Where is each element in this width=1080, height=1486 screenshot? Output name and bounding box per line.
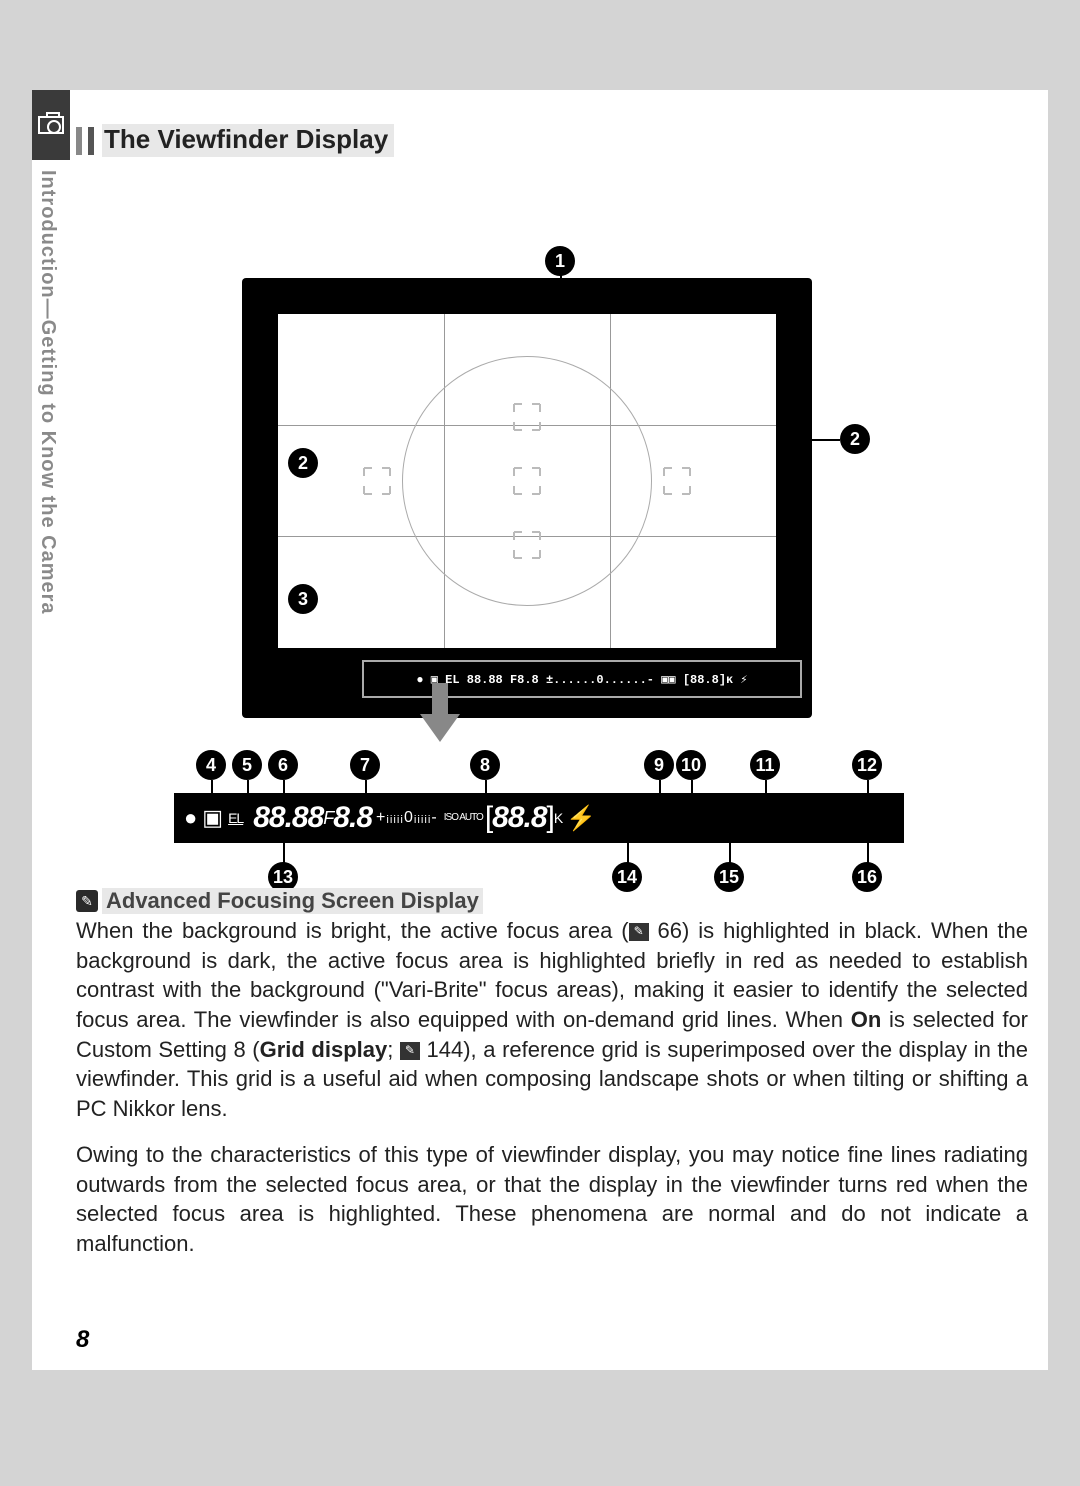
lcd-strip-small: ● ▣ EL 88.88 F8.8 ±......0......- ▣▣ [88… — [362, 660, 802, 698]
callout-11: 11 — [750, 750, 780, 780]
metering-icon: ▣ — [202, 805, 222, 831]
section-heading-row: ✎ Advanced Focusing Screen Display — [76, 888, 483, 914]
focus-dot: ● — [184, 805, 196, 831]
leader-line — [627, 843, 629, 863]
callout-12: 12 — [852, 750, 882, 780]
camera-icon — [38, 116, 64, 134]
leader-line — [729, 843, 731, 863]
sidebar-chapter-label: Introduction—Getting to Know the Camera — [36, 170, 59, 615]
body-paragraph-1: When the background is bright, the activ… — [76, 916, 1028, 1124]
callout-10: 10 — [676, 750, 706, 780]
callout-15: 15 — [714, 862, 744, 892]
focus-bracket — [510, 402, 544, 432]
bold-on: On — [851, 1007, 882, 1032]
focus-bracket — [660, 466, 694, 496]
f-label: F — [323, 808, 333, 829]
page-number: 8 — [76, 1326, 89, 1354]
callout-2: 2 — [840, 424, 870, 454]
callout-14: 14 — [612, 862, 642, 892]
manual-page: Introduction—Getting to Know the Camera … — [32, 90, 1048, 1370]
leader-line — [867, 843, 869, 863]
bold-grid-display: Grid display — [260, 1037, 388, 1062]
iso-auto-label: ISO AUTO — [444, 813, 483, 823]
title-accent-2 — [88, 127, 94, 155]
xref-icon: ✎ — [400, 1042, 420, 1060]
exposure-scale: +ᵢᵢᵢᵢᵢ0ᵢᵢᵢᵢᵢ- — [376, 809, 438, 827]
callout-8: 8 — [470, 750, 500, 780]
bracket: ] — [547, 801, 554, 835]
xref-icon: ✎ — [629, 923, 649, 941]
focus-bracket — [360, 466, 394, 496]
body-paragraph-2: Owing to the characteristics of this typ… — [76, 1140, 1028, 1259]
focus-bracket — [510, 530, 544, 560]
callout-5: 5 — [232, 750, 262, 780]
callout-1: 1 — [545, 246, 575, 276]
page-title: The Viewfinder Display — [102, 124, 394, 157]
note-icon: ✎ — [76, 890, 98, 912]
callout-7: 7 — [350, 750, 380, 780]
aperture-display: 8.8 — [333, 801, 372, 835]
section-heading: Advanced Focusing Screen Display — [102, 888, 483, 914]
callout-2: 2 — [288, 448, 318, 478]
sidebar-tab — [32, 90, 70, 160]
bracket: [ — [485, 801, 492, 835]
leader-line — [283, 843, 285, 863]
viewfinder-diagram: ● ▣ EL 88.88 F8.8 ±......0......- ▣▣ [88… — [152, 168, 922, 888]
count-display: 88.8 — [492, 801, 546, 835]
k-label: K — [554, 810, 562, 826]
enlarge-arrow-head — [420, 714, 460, 742]
focus-bracket — [510, 466, 544, 496]
lcd-strip-large: ● ▣ EL 88.88 F 8.8 +ᵢᵢᵢᵢᵢ0ᵢᵢᵢᵢᵢ- ISO AUT… — [174, 793, 904, 843]
title-accent — [76, 127, 82, 155]
callout-3: 3 — [288, 584, 318, 614]
title-bar: The Viewfinder Display — [76, 124, 394, 157]
el-label: EL — [228, 810, 243, 826]
callout-6: 6 — [268, 750, 298, 780]
flash-icon: ⚡ — [566, 804, 595, 833]
viewfinder-screen — [278, 314, 776, 648]
callout-4: 4 — [196, 750, 226, 780]
callout-9: 9 — [644, 750, 674, 780]
callout-16: 16 — [852, 862, 882, 892]
shutter-display: 88.88 — [253, 801, 323, 835]
viewfinder-frame: ● ▣ EL 88.88 F8.8 ±......0......- ▣▣ [88… — [242, 278, 812, 718]
enlarge-arrow — [432, 683, 448, 717]
